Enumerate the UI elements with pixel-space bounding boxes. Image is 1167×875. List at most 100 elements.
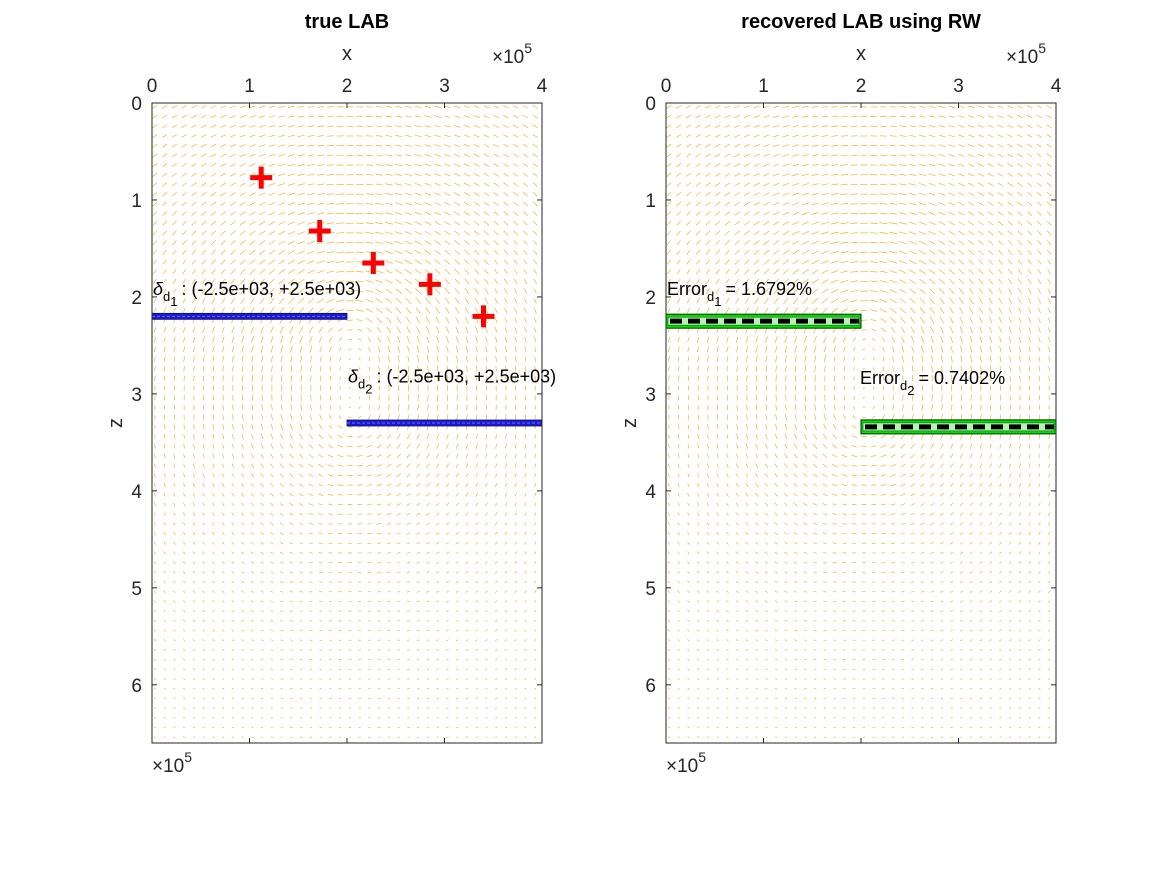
quiver-arrow <box>250 336 254 343</box>
annotation-symbol: δ <box>153 279 164 299</box>
quiver-arrow <box>289 453 294 459</box>
quiver-arrow <box>212 512 215 516</box>
quiver-arrow <box>715 230 721 236</box>
quiver-arrow <box>258 134 266 138</box>
quiver-arrow <box>910 326 915 334</box>
quiver-arrow <box>735 668 739 671</box>
quiver-arrow <box>278 115 285 118</box>
quiver-arrow <box>366 317 373 323</box>
quiver-arrow <box>958 268 965 275</box>
quiver-arrow <box>396 483 402 487</box>
quiver-arrow <box>375 144 383 147</box>
quiver-arrow <box>774 600 778 603</box>
quiver-arrow <box>181 220 187 226</box>
quiver-arrow <box>424 249 432 255</box>
quiver-arrow <box>455 590 459 593</box>
quiver-arrow <box>667 483 670 487</box>
quiver-arrow <box>899 125 907 128</box>
quiver-arrow <box>290 668 293 670</box>
quiver-arrow <box>950 726 953 729</box>
quiver-arrow <box>357 328 363 332</box>
quiver-arrow <box>268 105 276 109</box>
quiver-arrow <box>279 532 284 535</box>
quiver-arrow <box>473 153 480 158</box>
quiver-arrow <box>872 386 875 390</box>
quiver-arrow <box>736 716 739 719</box>
quiver-arrow <box>435 492 440 497</box>
quiver-arrow <box>989 414 992 420</box>
quiver-arrow <box>706 678 710 680</box>
quiver-arrow <box>872 347 876 351</box>
quiver-arrow <box>918 183 926 186</box>
quiver-arrow <box>404 163 412 167</box>
quiver-arrow <box>406 571 411 574</box>
quiver-arrow <box>879 212 888 215</box>
quiver-arrow <box>365 183 374 186</box>
quiver-arrow <box>784 678 788 680</box>
quiver-arrow <box>424 259 432 265</box>
quiver-arrow <box>415 307 421 314</box>
quiver-arrow <box>485 443 488 449</box>
quiver-arrow <box>920 473 925 478</box>
quiver-arrow <box>201 240 207 246</box>
quiver-arrow <box>385 250 393 254</box>
quiver-arrow <box>782 221 790 226</box>
quiver-arrow <box>339 386 341 390</box>
quiver-arrow <box>725 297 730 304</box>
quiver-arrow <box>307 115 315 118</box>
quiver-arrow <box>948 115 955 118</box>
quiver-arrow <box>532 105 538 109</box>
quiver-arrow <box>969 629 973 632</box>
quiver-arrow <box>426 687 430 690</box>
quiver-arrow <box>338 347 342 352</box>
quiver-arrow <box>417 365 419 373</box>
quiver-arrow <box>416 493 421 497</box>
quiver-arrow <box>495 375 497 382</box>
quiver-arrow <box>706 726 710 729</box>
quiver-arrow <box>475 463 478 468</box>
quiver-arrow <box>533 600 537 603</box>
quiver-arrow <box>494 658 498 661</box>
quiver-arrow <box>523 220 528 226</box>
quiver-arrow <box>231 522 235 526</box>
quiver-arrow <box>919 278 926 285</box>
quiver-arrow <box>299 522 304 526</box>
quiver-arrow <box>726 736 729 739</box>
quiver-arrow <box>261 726 264 729</box>
quiver-arrow <box>336 261 345 263</box>
quiver-arrow <box>515 375 517 382</box>
quiver-arrow <box>416 571 420 574</box>
quiver-arrow <box>666 124 672 129</box>
quiver-arrow <box>485 629 488 632</box>
quiver-arrow <box>387 552 391 554</box>
quiver-arrow <box>706 687 710 690</box>
quiver-arrow <box>192 502 196 507</box>
quiver-arrow <box>406 561 411 564</box>
quiver-arrow <box>436 414 439 421</box>
quiver-arrow <box>735 473 739 478</box>
quiver-arrow <box>414 163 422 167</box>
quiver-arrow <box>424 211 432 216</box>
quiver-arrow <box>494 561 498 565</box>
quiver-arrow <box>753 192 760 197</box>
quiver-arrow <box>495 726 498 729</box>
quiver-arrow <box>939 512 944 516</box>
quiver-arrow <box>278 154 286 157</box>
quiver-arrow <box>863 396 865 399</box>
quiver-arrow <box>454 201 461 206</box>
quiver-arrow <box>754 288 760 295</box>
quiver-arrow <box>706 551 710 555</box>
quiver-arrow <box>784 414 787 421</box>
quiver-arrow <box>726 522 729 526</box>
quiver-arrow <box>386 532 391 535</box>
quiver-arrow <box>677 629 680 632</box>
quiver-arrow <box>707 424 709 430</box>
quiver-arrow <box>745 482 749 488</box>
quiver-arrow <box>494 492 498 497</box>
quiver-arrow <box>493 172 499 177</box>
quiver-arrow <box>172 307 176 314</box>
quiver-arrow <box>930 473 935 478</box>
quiver-arrow <box>309 581 313 583</box>
quiver-arrow <box>726 619 729 622</box>
